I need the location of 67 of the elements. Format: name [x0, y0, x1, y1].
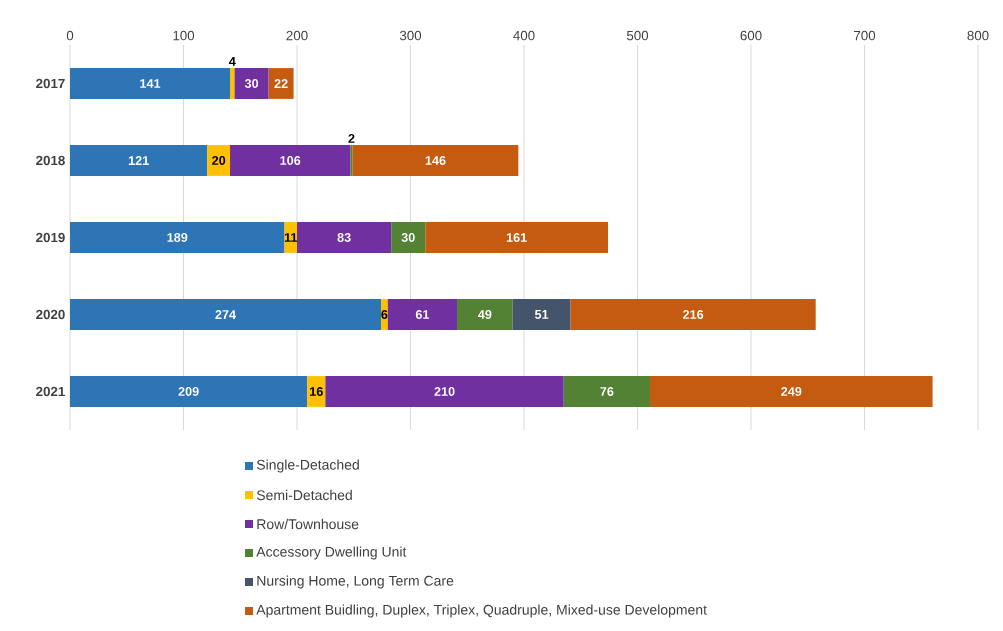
x-tick-label: 200	[286, 30, 308, 41]
x-tick-label: 0	[66, 30, 74, 41]
data-label: 189	[167, 233, 188, 242]
y-tick-label: 2020	[36, 309, 65, 320]
data-label: 51	[534, 310, 549, 319]
data-label: 249	[781, 387, 802, 396]
legend-label: Accessory Dwelling Unit	[256, 546, 407, 560]
bar	[234, 68, 269, 99]
bar	[70, 145, 208, 176]
x-tick-label: 600	[740, 30, 762, 41]
data-label: 20	[212, 156, 226, 165]
data-label: 61	[415, 310, 430, 319]
bar	[425, 222, 608, 253]
bar	[387, 299, 458, 330]
data-label: 274	[215, 310, 236, 319]
x-tick-label: 300	[399, 30, 422, 41]
x-tick-label: 400	[513, 30, 535, 41]
x-tick-label: 800	[967, 30, 989, 41]
data-label: 216	[682, 310, 704, 319]
bar	[350, 145, 353, 176]
data-label: 22	[274, 79, 288, 88]
data-label: 146	[425, 156, 446, 165]
data-label: 16	[310, 387, 323, 396]
data-label: 141	[140, 79, 161, 88]
data-label: 30	[401, 233, 415, 242]
data-label: 76	[600, 387, 614, 396]
bar	[70, 68, 231, 99]
bar	[391, 222, 426, 253]
legend-label: Row/Townhouse	[257, 518, 359, 530]
bar	[649, 376, 933, 407]
data-label: 49	[477, 310, 492, 319]
bar	[297, 222, 392, 253]
data-label: 6	[381, 310, 388, 319]
data-label: 210	[434, 387, 455, 396]
legend-label: Apartment Buidling, Duplex, Triplex, Quadruple, Mixed-use Development	[256, 604, 707, 618]
bar	[512, 299, 571, 330]
legend-label: Semi-Detached	[256, 489, 352, 501]
bar	[70, 376, 308, 407]
bar	[352, 145, 519, 176]
legend-label: Single-Detached	[256, 459, 359, 473]
data-label: 83	[337, 233, 351, 242]
x-tick-label: 500	[626, 30, 649, 41]
data-label: 2	[348, 133, 355, 143]
x-tick-label: 100	[173, 30, 195, 41]
bar	[563, 376, 650, 407]
x-tick-label: 700	[854, 30, 876, 41]
y-tick-label: 2021	[36, 386, 65, 397]
data-label: 106	[280, 156, 301, 165]
data-label: 121	[128, 156, 149, 165]
data-label: 4	[228, 57, 236, 66]
bar	[325, 376, 564, 407]
bar	[230, 68, 235, 99]
bar	[570, 299, 816, 330]
legend-label: Nursing Home, Long Term Care	[257, 575, 454, 589]
bar	[230, 145, 351, 176]
data-label: 161	[506, 233, 527, 242]
bar	[70, 222, 285, 253]
data-label: 209	[178, 387, 199, 396]
data-label: 30	[244, 79, 259, 88]
bar	[457, 299, 513, 330]
bar	[268, 68, 294, 99]
bar	[207, 145, 231, 176]
y-tick-label: 2018	[36, 155, 65, 166]
data-label: 11	[284, 233, 298, 242]
y-tick-label: 2019	[36, 232, 65, 243]
y-tick-label: 2017	[36, 78, 65, 89]
bar	[70, 299, 381, 330]
